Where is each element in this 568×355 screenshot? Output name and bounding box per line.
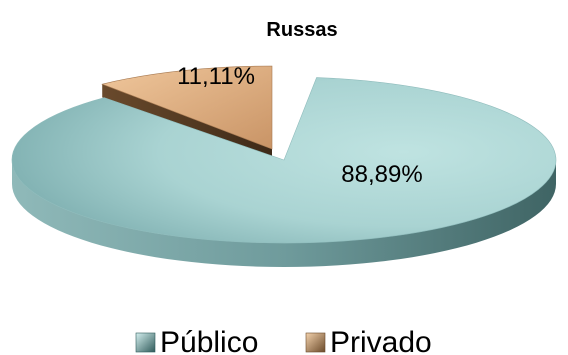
data-label-publico: 88,89%	[341, 161, 422, 188]
pie-side-publico	[12, 160, 556, 267]
pie-slice-privado	[101, 65, 273, 150]
legend-label-privado: Privado	[330, 326, 432, 355]
legend-label-publico: Público	[160, 326, 258, 355]
pie-slice-publico	[11, 77, 557, 244]
legend-swatch-publico	[135, 332, 156, 353]
data-label-privado: 11,11%	[177, 63, 255, 90]
legend-swatch-privado	[305, 332, 326, 353]
pie-plot	[11, 65, 557, 267]
legend: Público Privado	[135, 326, 432, 355]
chart-title: Russas	[266, 19, 337, 41]
